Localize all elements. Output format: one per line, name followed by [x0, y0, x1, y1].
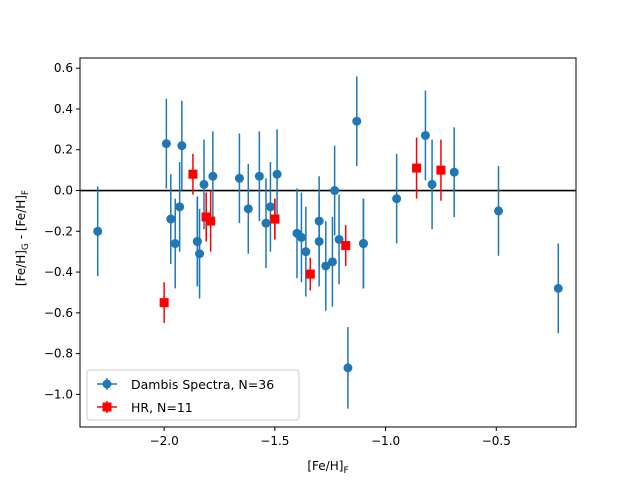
y-tick-label: 0.0: [54, 184, 73, 198]
data-point: [261, 218, 271, 228]
data-point: [161, 139, 171, 149]
data-point: [159, 298, 169, 308]
x-axis: −2.0 −1.5 −1.0 −0.5: [150, 427, 511, 448]
y-tick-label: −1.0: [44, 387, 73, 401]
data-point: [177, 141, 187, 151]
data-point: [412, 163, 422, 173]
legend: Dambis Spectra, N=36 HR, N=11: [86, 369, 300, 421]
data-point: [265, 202, 275, 212]
data-point: [343, 363, 353, 373]
y-axis-label-minus: - [Fe/H]: [14, 195, 28, 243]
data-point: [192, 236, 202, 246]
data-point: [436, 165, 446, 175]
x-axis-label-subscript: F: [343, 466, 348, 476]
data-point: [208, 171, 218, 181]
legend-swatch-hr: [102, 402, 112, 412]
x-tick-label: −2.0: [150, 434, 179, 448]
data-point: [314, 236, 324, 246]
data-point: [254, 171, 264, 181]
x-tick-label: −1.0: [371, 434, 400, 448]
y-tick-label: −0.4: [44, 265, 73, 279]
data-point: [449, 167, 459, 177]
data-point: [166, 214, 176, 224]
y-tick-label: −0.6: [44, 306, 73, 320]
data-point: [305, 269, 315, 279]
data-point: [341, 241, 351, 251]
data-point: [170, 239, 180, 249]
legend-swatch-dambis: [102, 379, 112, 389]
y-axis: −1.0 −0.8 −0.6 −0.4 −0.2 0.0 0.2 0.4 0.6: [44, 61, 80, 401]
legend-box: [86, 369, 300, 421]
data-point: [296, 232, 306, 242]
data-point: [270, 214, 280, 224]
data-point: [494, 206, 503, 216]
data-point: [392, 194, 402, 204]
data-point: [427, 179, 437, 189]
data-point: [243, 204, 253, 214]
data-point: [420, 130, 430, 140]
series-hr: [159, 137, 446, 324]
plot-area: [80, 76, 576, 409]
data-point: [199, 179, 209, 189]
data-point: [201, 212, 211, 222]
legend-label-dambis: Dambis Spectra, N=36: [131, 377, 274, 392]
y-axis-label-subscript-g: G: [21, 243, 31, 250]
x-tick-label: −0.5: [482, 434, 511, 448]
data-point: [93, 226, 103, 236]
plot-frame: [79, 57, 577, 428]
data-point: [352, 116, 362, 126]
data-point: [195, 249, 205, 259]
y-tick-label: 0.2: [54, 143, 73, 157]
data-point: [188, 169, 198, 179]
data-point: [327, 257, 337, 267]
data-point: [175, 202, 185, 212]
data-point: [301, 247, 311, 257]
y-tick-label: −0.2: [44, 224, 73, 238]
y-tick-label: 0.4: [54, 102, 73, 116]
data-point: [321, 261, 331, 271]
y-axis-label: [Fe/H]G - [Fe/H]F: [14, 190, 31, 286]
y-tick-label: −0.8: [44, 347, 73, 361]
data-point: [330, 186, 340, 196]
y-axis-label-subscript-f: F: [21, 190, 31, 195]
y-tick-label: 0.6: [54, 61, 73, 75]
data-point: [553, 283, 563, 293]
x-tick-label: −1.5: [260, 434, 289, 448]
legend-label-hr: HR, N=11: [131, 400, 193, 415]
data-point: [358, 239, 368, 249]
series-dambis: [93, 76, 563, 409]
data-point: [234, 173, 244, 183]
data-point: [272, 169, 282, 179]
x-axis-label: [Fe/H]F: [307, 459, 348, 476]
